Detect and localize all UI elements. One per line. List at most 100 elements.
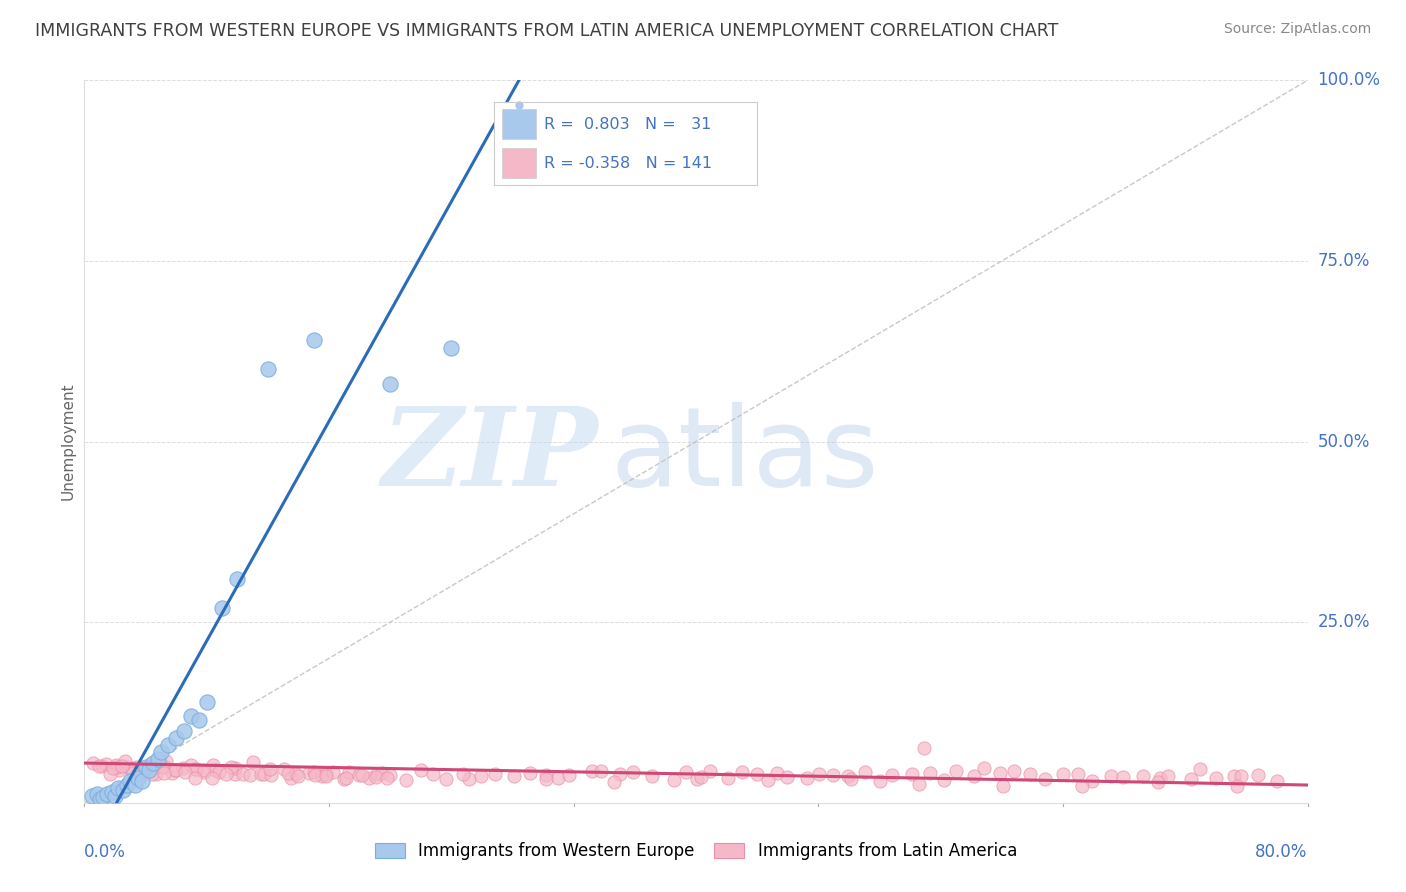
- Point: [1146, 775, 1168, 789]
- Point: [221, 760, 243, 774]
- Point: [315, 767, 337, 781]
- Point: [117, 760, 139, 774]
- Point: [302, 334, 325, 348]
- Point: [98, 766, 121, 780]
- Point: [337, 765, 360, 780]
- Point: [215, 766, 238, 780]
- Point: [124, 778, 146, 792]
- Point: [1230, 769, 1253, 783]
- Point: [963, 769, 986, 783]
- Point: [115, 778, 138, 792]
- Point: [128, 764, 150, 778]
- Point: [298, 766, 321, 780]
- Point: [277, 765, 299, 780]
- Point: [287, 769, 309, 783]
- Point: [839, 772, 862, 786]
- Point: [165, 731, 187, 745]
- Point: [730, 765, 752, 780]
- Point: [908, 777, 931, 791]
- Point: [869, 774, 891, 789]
- Point: [558, 768, 581, 782]
- Point: [1226, 780, 1249, 794]
- Point: [775, 770, 797, 784]
- Point: [581, 764, 603, 778]
- Point: [699, 764, 721, 779]
- Point: [837, 769, 859, 783]
- Point: [409, 764, 432, 778]
- Point: [111, 782, 134, 797]
- Point: [94, 756, 117, 771]
- Point: [823, 768, 845, 782]
- Point: [304, 764, 326, 779]
- Point: [132, 761, 155, 775]
- Point: [188, 713, 211, 727]
- Point: [89, 759, 111, 773]
- Point: [201, 771, 224, 785]
- Point: [139, 758, 162, 772]
- Point: [163, 763, 186, 777]
- Point: [208, 764, 231, 779]
- Point: [766, 766, 789, 780]
- Point: [1099, 769, 1122, 783]
- Point: [131, 774, 153, 789]
- Point: [96, 787, 118, 801]
- Point: [1070, 779, 1092, 793]
- Point: [1149, 771, 1171, 785]
- Point: [502, 769, 524, 783]
- Point: [186, 763, 208, 777]
- Point: [80, 789, 103, 803]
- Y-axis label: Unemployment: Unemployment: [60, 383, 76, 500]
- Point: [232, 766, 254, 780]
- Point: [378, 768, 401, 782]
- Text: atlas: atlas: [610, 402, 879, 509]
- Point: [121, 764, 143, 778]
- Point: [451, 766, 474, 780]
- Point: [470, 769, 492, 783]
- Point: [138, 757, 160, 772]
- Point: [224, 761, 246, 775]
- Point: [932, 772, 955, 787]
- Point: [547, 771, 569, 785]
- Point: [357, 772, 380, 786]
- Point: [149, 745, 172, 759]
- Point: [180, 709, 202, 723]
- Point: [122, 765, 145, 780]
- Point: [184, 772, 207, 786]
- Point: [134, 763, 156, 777]
- Point: [211, 600, 233, 615]
- Text: 75.0%: 75.0%: [1317, 252, 1369, 270]
- Point: [173, 723, 195, 738]
- Point: [174, 765, 197, 780]
- Point: [422, 766, 444, 780]
- Point: [484, 767, 506, 781]
- Point: [242, 755, 264, 769]
- Point: [440, 341, 463, 355]
- Point: [347, 768, 370, 782]
- Point: [1132, 769, 1154, 783]
- Point: [193, 764, 215, 778]
- Point: [1067, 766, 1090, 780]
- Point: [91, 790, 114, 805]
- Point: [226, 572, 249, 586]
- Point: [311, 769, 333, 783]
- Point: [257, 362, 280, 376]
- Point: [104, 789, 127, 803]
- Point: [195, 695, 218, 709]
- Point: [89, 792, 111, 806]
- Point: [717, 771, 740, 785]
- Text: 100.0%: 100.0%: [1317, 71, 1381, 89]
- Point: [138, 764, 160, 778]
- Point: [591, 764, 613, 778]
- Point: [1222, 769, 1244, 783]
- Point: [132, 767, 155, 781]
- Point: [807, 767, 830, 781]
- Point: [745, 766, 768, 780]
- Point: [204, 763, 226, 777]
- Point: [1247, 768, 1270, 782]
- Text: 80.0%: 80.0%: [1256, 843, 1308, 861]
- Point: [1018, 766, 1040, 780]
- Point: [991, 779, 1014, 793]
- Point: [350, 768, 373, 782]
- Point: [315, 769, 337, 783]
- Point: [153, 760, 176, 774]
